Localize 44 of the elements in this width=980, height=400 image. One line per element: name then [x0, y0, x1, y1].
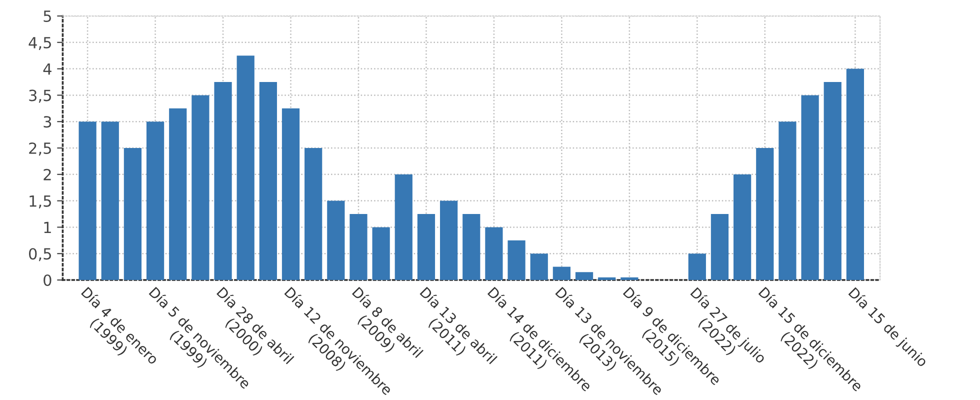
bar	[710, 214, 729, 280]
bar	[485, 227, 503, 280]
bar	[778, 122, 796, 280]
bar	[146, 122, 164, 280]
bar	[688, 254, 706, 280]
bar	[440, 200, 458, 280]
bar	[508, 240, 526, 280]
y-tick-label: 4,5	[28, 37, 51, 50]
y-tick-label: 0,5	[29, 248, 51, 262]
bar	[734, 174, 752, 280]
y-tick-label: 3,5	[29, 90, 51, 103]
bar	[801, 95, 819, 280]
bar	[417, 214, 436, 280]
y-tick-label: 1	[44, 222, 51, 234]
bar	[236, 56, 254, 280]
y-tick-label: 4	[43, 63, 52, 75]
bar	[756, 148, 774, 280]
y-tick-label: 3	[44, 116, 52, 128]
y-tick-label: 2,5	[29, 142, 51, 156]
bar	[78, 122, 96, 280]
bar	[169, 108, 187, 280]
bar	[824, 82, 842, 280]
bar	[192, 95, 210, 280]
bar	[462, 214, 480, 280]
bar	[101, 122, 119, 280]
bar	[552, 266, 570, 280]
bar	[394, 174, 412, 280]
y-tick-label: 5	[44, 10, 51, 22]
bar	[124, 148, 142, 280]
bar	[530, 254, 548, 280]
bar	[327, 200, 345, 280]
y-tick-label: 0	[44, 274, 52, 286]
bar	[282, 108, 300, 280]
y-tick-label: 2	[44, 168, 51, 180]
bar	[846, 68, 864, 280]
bar	[304, 148, 322, 280]
bar	[259, 82, 277, 280]
bar	[214, 82, 232, 280]
bar	[620, 277, 638, 280]
bar	[575, 272, 594, 280]
y-tick-label: 1,5	[30, 195, 51, 208]
bar	[372, 227, 390, 280]
bar	[598, 277, 616, 280]
bar	[350, 214, 368, 280]
